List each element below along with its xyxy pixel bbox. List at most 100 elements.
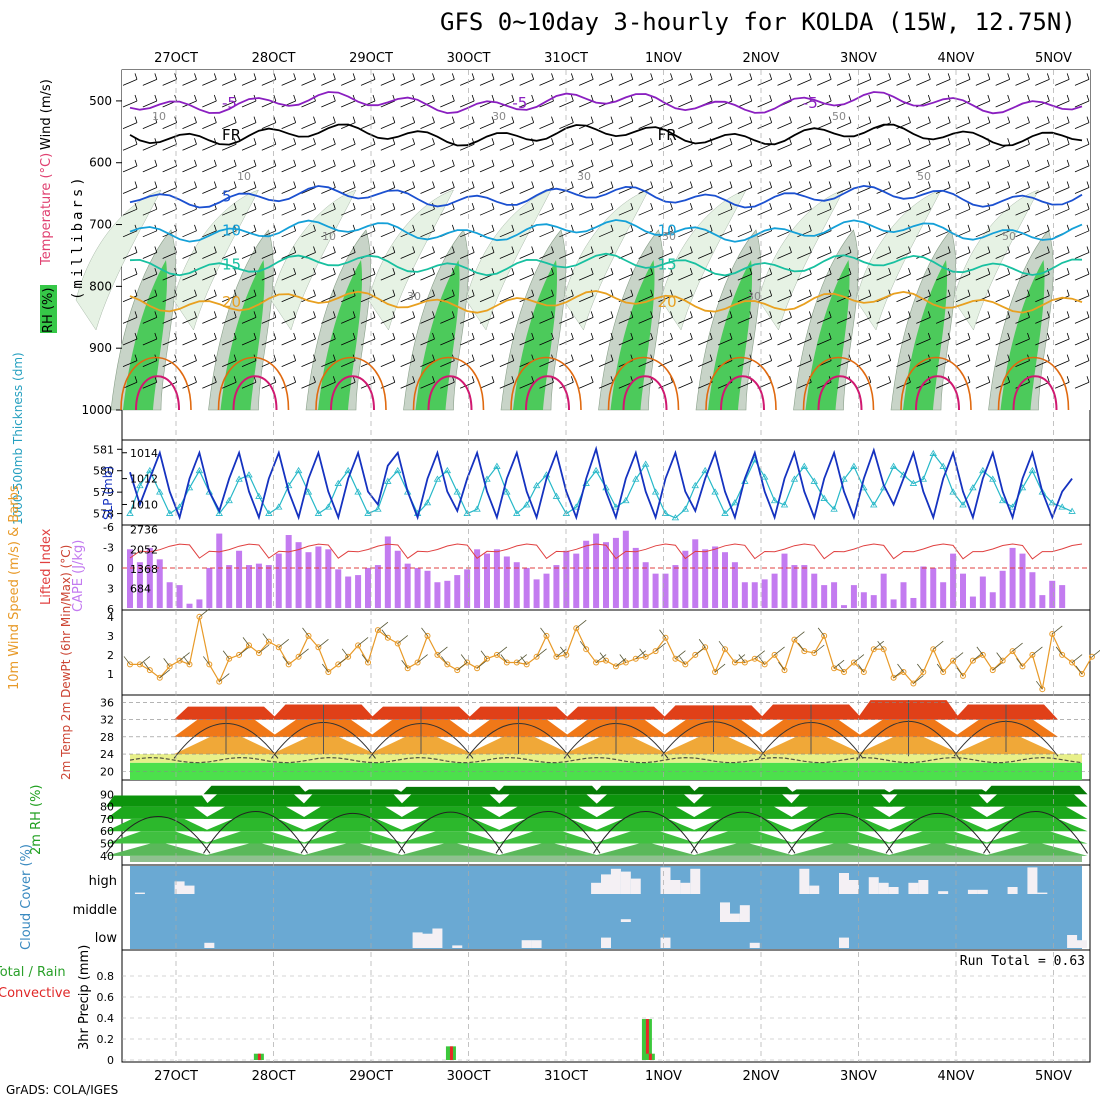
wind-barb bbox=[995, 338, 1010, 346]
wind-barb-flag bbox=[253, 159, 257, 167]
wind-barb-flag bbox=[392, 354, 396, 361]
cape-bar bbox=[176, 585, 183, 608]
wind-barb-flag bbox=[412, 289, 416, 296]
wind-barb bbox=[1055, 122, 1070, 130]
cape-bar bbox=[642, 562, 649, 608]
wind-barb-flag bbox=[273, 246, 277, 253]
wind-barb-flag bbox=[392, 267, 396, 275]
wind-barb bbox=[440, 122, 455, 130]
wind-barb-flag bbox=[432, 332, 435, 340]
wind-barb-flag bbox=[392, 246, 396, 253]
thickness-marker bbox=[483, 475, 491, 482]
wind-barb bbox=[202, 187, 217, 194]
wind-barb-flag bbox=[332, 246, 336, 253]
wind-barb bbox=[698, 295, 713, 303]
wind-barb-flag bbox=[1027, 311, 1030, 318]
slp-ylabel: SLP (mb) bbox=[101, 466, 115, 520]
wind-barb-flag bbox=[908, 138, 911, 145]
wind-barb bbox=[460, 122, 475, 130]
wind-barb bbox=[777, 295, 792, 303]
wind-barb-10m bbox=[341, 648, 349, 658]
wind-barb-flag bbox=[392, 376, 396, 383]
cape-bar bbox=[821, 585, 828, 608]
wind-barb bbox=[797, 208, 812, 216]
wind-barb-flag bbox=[1066, 332, 1070, 340]
wind-barb bbox=[955, 273, 971, 281]
rh2m-area bbox=[398, 843, 503, 856]
rh2m-tick-label: 80 bbox=[100, 801, 114, 814]
rh-contour-label: 10 bbox=[322, 230, 336, 243]
wind-barb bbox=[678, 295, 693, 303]
wind-barb bbox=[1055, 100, 1070, 108]
wind-barb bbox=[975, 338, 990, 346]
wind-barb-flag bbox=[233, 332, 237, 340]
wind-barb bbox=[975, 100, 990, 108]
wind-barb bbox=[698, 316, 713, 324]
wind-barb bbox=[142, 295, 157, 303]
rh2m-area bbox=[301, 806, 405, 819]
rh-low-area bbox=[75, 189, 162, 331]
wind-barb bbox=[341, 187, 356, 194]
wind-barb bbox=[757, 316, 772, 324]
cape-bar bbox=[672, 565, 679, 608]
wind-barb-flag bbox=[1066, 246, 1070, 253]
wind-barb-flag bbox=[412, 246, 416, 253]
wind-barb bbox=[995, 295, 1010, 303]
thickness-marker bbox=[850, 462, 858, 469]
wind-speed-marker bbox=[553, 653, 560, 660]
thickness-marker bbox=[810, 477, 818, 484]
wind-barb bbox=[836, 316, 852, 324]
x-tick-label-top: 28OCT bbox=[252, 51, 296, 66]
wind-barb bbox=[1055, 316, 1070, 324]
wind-barb bbox=[797, 230, 812, 238]
wind-barb-flag bbox=[293, 138, 297, 145]
wind-speed-marker bbox=[821, 632, 828, 639]
wind-barb-flag bbox=[293, 181, 297, 188]
wind-barb-flag bbox=[927, 289, 931, 296]
wind-barb bbox=[122, 252, 138, 259]
cape-bar bbox=[454, 575, 461, 608]
wind-barb-flag bbox=[670, 289, 673, 296]
wind-barb-flag bbox=[689, 354, 693, 361]
wind-speed-marker bbox=[969, 657, 976, 664]
isotherm-label: 15 bbox=[658, 256, 677, 274]
wind-barb-flag bbox=[134, 246, 138, 253]
wind-barb-flag bbox=[233, 181, 237, 188]
wind-barb-flag bbox=[670, 159, 673, 167]
wind-barb bbox=[261, 381, 276, 389]
rh2m-area bbox=[788, 818, 893, 832]
wind-barb bbox=[202, 100, 217, 108]
wind-barb bbox=[579, 295, 594, 303]
wind-barb-10m bbox=[278, 638, 289, 648]
wind-barb-flag bbox=[709, 138, 713, 145]
wind-barb-flag bbox=[134, 376, 138, 383]
wind-barb-flag bbox=[828, 181, 832, 188]
wind-barb-flag bbox=[729, 203, 733, 210]
wind-barb-flag bbox=[1027, 181, 1030, 188]
wind-barb bbox=[380, 208, 395, 216]
wind-barb bbox=[737, 252, 752, 259]
wind-barb-10m bbox=[718, 640, 726, 650]
wind-barb bbox=[836, 143, 852, 151]
wind-barb bbox=[499, 187, 514, 194]
cape-bar bbox=[1029, 572, 1036, 608]
wind-barb-flag bbox=[352, 246, 356, 253]
thickness-marker bbox=[205, 488, 214, 495]
li-tick-label: 3 bbox=[107, 582, 114, 595]
wind-barb-flag bbox=[154, 94, 158, 102]
wind-barb bbox=[1055, 295, 1070, 303]
wind-barb-flag bbox=[729, 181, 733, 188]
wind-barb-flag bbox=[808, 73, 812, 80]
wind-barb-flag bbox=[1046, 181, 1050, 188]
wind-barb bbox=[1055, 165, 1070, 173]
wind-barb bbox=[916, 230, 931, 238]
rh2m-area bbox=[593, 843, 698, 856]
wind-barb bbox=[142, 208, 157, 216]
wind-barb-flag bbox=[134, 94, 138, 102]
cape-bar bbox=[722, 552, 728, 608]
wind-barb bbox=[737, 230, 752, 238]
cape-bar bbox=[394, 550, 401, 608]
wind-barb bbox=[420, 230, 435, 238]
wind-barb bbox=[420, 381, 435, 389]
wind-barb-flag bbox=[987, 311, 991, 318]
